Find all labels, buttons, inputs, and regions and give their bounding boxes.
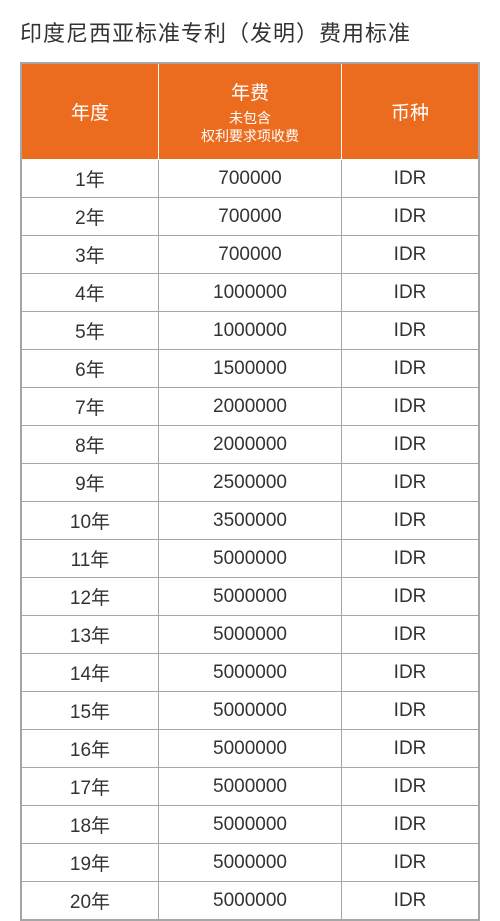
fee-table: 年度 年费 未包含权利要求项收费 币种 1年700000IDR2年700000I… <box>20 62 480 921</box>
col-header-currency: 币种 <box>342 63 479 160</box>
col-header-year: 年度 <box>21 63 158 160</box>
cell-currency: IDR <box>342 844 479 882</box>
cell-year: 9年 <box>21 464 158 502</box>
cell-fee: 700000 <box>158 198 341 236</box>
table-row: 12年5000000IDR <box>21 578 479 616</box>
table-body: 1年700000IDR2年700000IDR3年700000IDR4年10000… <box>21 160 479 921</box>
cell-fee: 1000000 <box>158 274 341 312</box>
cell-year: 11年 <box>21 540 158 578</box>
cell-fee: 700000 <box>158 160 341 198</box>
cell-fee: 1500000 <box>158 350 341 388</box>
cell-fee: 5000000 <box>158 806 341 844</box>
cell-currency: IDR <box>342 616 479 654</box>
cell-currency: IDR <box>342 350 479 388</box>
cell-year: 4年 <box>21 274 158 312</box>
cell-currency: IDR <box>342 388 479 426</box>
cell-fee: 5000000 <box>158 540 341 578</box>
table-row: 8年2000000IDR <box>21 426 479 464</box>
col-header-fee: 年费 未包含权利要求项收费 <box>158 63 341 160</box>
table-row: 11年5000000IDR <box>21 540 479 578</box>
cell-fee: 5000000 <box>158 692 341 730</box>
col-header-fee-label: 年费 <box>231 83 269 104</box>
cell-currency: IDR <box>342 540 479 578</box>
page-title: 印度尼西亚标准专利（发明）费用标准 <box>20 16 480 48</box>
cell-currency: IDR <box>342 730 479 768</box>
cell-currency: IDR <box>342 502 479 540</box>
cell-year: 1年 <box>21 160 158 198</box>
cell-currency: IDR <box>342 768 479 806</box>
cell-year: 3年 <box>21 236 158 274</box>
table-row: 5年1000000IDR <box>21 312 479 350</box>
cell-currency: IDR <box>342 160 479 198</box>
cell-fee: 5000000 <box>158 654 341 692</box>
table-row: 6年1500000IDR <box>21 350 479 388</box>
cell-fee: 3500000 <box>158 502 341 540</box>
cell-currency: IDR <box>342 274 479 312</box>
cell-currency: IDR <box>342 312 479 350</box>
cell-year: 13年 <box>21 616 158 654</box>
table-row: 9年2500000IDR <box>21 464 479 502</box>
table-row: 4年1000000IDR <box>21 274 479 312</box>
table-row: 14年5000000IDR <box>21 654 479 692</box>
cell-year: 19年 <box>21 844 158 882</box>
cell-year: 6年 <box>21 350 158 388</box>
table-row: 3年700000IDR <box>21 236 479 274</box>
cell-fee: 5000000 <box>158 882 341 921</box>
cell-currency: IDR <box>342 578 479 616</box>
cell-currency: IDR <box>342 198 479 236</box>
cell-fee: 2000000 <box>158 426 341 464</box>
table-row: 17年5000000IDR <box>21 768 479 806</box>
cell-fee: 700000 <box>158 236 341 274</box>
cell-year: 12年 <box>21 578 158 616</box>
cell-currency: IDR <box>342 806 479 844</box>
cell-currency: IDR <box>342 882 479 921</box>
table-row: 10年3500000IDR <box>21 502 479 540</box>
table-row: 1年700000IDR <box>21 160 479 198</box>
cell-currency: IDR <box>342 692 479 730</box>
cell-year: 14年 <box>21 654 158 692</box>
cell-year: 7年 <box>21 388 158 426</box>
cell-year: 17年 <box>21 768 158 806</box>
cell-fee: 5000000 <box>158 730 341 768</box>
table-header-row: 年度 年费 未包含权利要求项收费 币种 <box>21 63 479 160</box>
cell-year: 16年 <box>21 730 158 768</box>
table-row: 18年5000000IDR <box>21 806 479 844</box>
cell-year: 20年 <box>21 882 158 921</box>
table-row: 20年5000000IDR <box>21 882 479 921</box>
cell-year: 18年 <box>21 806 158 844</box>
table-row: 7年2000000IDR <box>21 388 479 426</box>
cell-fee: 5000000 <box>158 768 341 806</box>
table-row: 19年5000000IDR <box>21 844 479 882</box>
table-row: 16年5000000IDR <box>21 730 479 768</box>
table-row: 15年5000000IDR <box>21 692 479 730</box>
cell-fee: 5000000 <box>158 616 341 654</box>
table-row: 13年5000000IDR <box>21 616 479 654</box>
table-row: 2年700000IDR <box>21 198 479 236</box>
col-header-currency-label: 币种 <box>391 103 429 124</box>
cell-fee: 5000000 <box>158 578 341 616</box>
cell-fee: 1000000 <box>158 312 341 350</box>
col-header-year-label: 年度 <box>71 103 109 124</box>
col-header-fee-sub: 未包含权利要求项收费 <box>163 109 337 145</box>
cell-fee: 2500000 <box>158 464 341 502</box>
cell-currency: IDR <box>342 464 479 502</box>
cell-fee: 5000000 <box>158 844 341 882</box>
cell-year: 2年 <box>21 198 158 236</box>
cell-year: 5年 <box>21 312 158 350</box>
cell-currency: IDR <box>342 654 479 692</box>
cell-currency: IDR <box>342 236 479 274</box>
cell-fee: 2000000 <box>158 388 341 426</box>
cell-year: 10年 <box>21 502 158 540</box>
cell-year: 8年 <box>21 426 158 464</box>
cell-year: 15年 <box>21 692 158 730</box>
cell-currency: IDR <box>342 426 479 464</box>
